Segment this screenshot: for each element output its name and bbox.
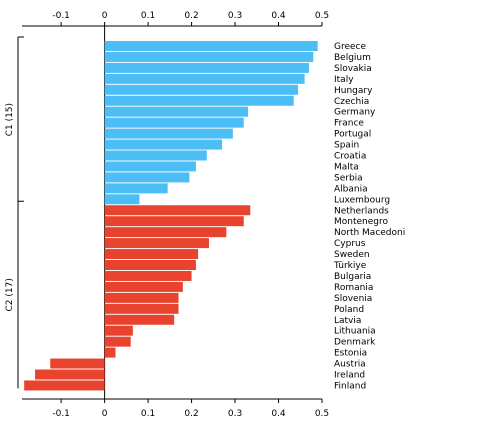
x-tick-label-bottom: 0.4 bbox=[271, 409, 286, 419]
bar-slovenia bbox=[104, 292, 179, 303]
category-label: Slovenia bbox=[334, 294, 372, 304]
x-tick-label-bottom: 0.5 bbox=[315, 409, 329, 419]
bar-sweden bbox=[104, 249, 199, 260]
category-label: Malta bbox=[334, 162, 359, 172]
bar-latvia bbox=[104, 314, 175, 325]
bar-hungary bbox=[104, 84, 299, 95]
category-label: Denmark bbox=[334, 338, 376, 348]
bar-netherlands bbox=[104, 205, 251, 216]
category-label: Croatia bbox=[334, 152, 366, 162]
category-label: Slovakia bbox=[334, 64, 372, 74]
category-label: Hungary bbox=[334, 86, 373, 96]
category-label: Cyprus bbox=[334, 239, 366, 249]
category-label: Luxembourg bbox=[334, 195, 390, 205]
category-label: Netherlands bbox=[334, 206, 389, 216]
bar-malta bbox=[104, 161, 196, 172]
bar-czechia bbox=[104, 95, 294, 106]
x-tick-label-bottom: 0 bbox=[102, 409, 108, 419]
bar-germany bbox=[104, 106, 249, 117]
x-tick-label-top: 0.2 bbox=[184, 11, 198, 21]
category-label: North Macedoni bbox=[334, 228, 405, 238]
bar-cyprus bbox=[104, 238, 209, 249]
bar-portugal bbox=[104, 128, 233, 139]
bar-greece bbox=[104, 41, 318, 51]
category-label: Türkiye bbox=[333, 261, 367, 271]
x-tick-label-bottom: 0.2 bbox=[184, 409, 198, 419]
category-label: France bbox=[334, 119, 364, 129]
category-label: Romania bbox=[334, 283, 373, 293]
category-label: Greece bbox=[334, 42, 366, 52]
bar-belgium bbox=[104, 51, 314, 62]
category-label: Spain bbox=[334, 141, 359, 151]
bar-bulgaria bbox=[104, 270, 192, 281]
category-label: Estonia bbox=[334, 349, 367, 359]
bar-serbia bbox=[104, 172, 190, 183]
category-label: Germany bbox=[334, 108, 376, 118]
bar-poland bbox=[104, 303, 179, 314]
bar-ireland bbox=[35, 369, 105, 380]
group-label: C2 (17) bbox=[5, 278, 15, 311]
category-label: Lithuania bbox=[334, 327, 376, 337]
bar-albania bbox=[104, 183, 168, 194]
x-tick-label-top: 0.1 bbox=[141, 11, 155, 21]
bar-luxembourg bbox=[104, 194, 140, 205]
bar-t-rkiye bbox=[104, 260, 196, 270]
category-label: Albania bbox=[334, 184, 368, 194]
x-tick-label-top: -0.1 bbox=[52, 11, 70, 21]
x-tick-label-top: 0.4 bbox=[271, 11, 286, 21]
bar-montenegro bbox=[104, 216, 244, 227]
bar-italy bbox=[104, 73, 305, 84]
x-tick-label-top: 0 bbox=[102, 11, 108, 21]
bar-finland bbox=[24, 380, 105, 391]
bar-north-macedoni bbox=[104, 227, 227, 238]
bar-estonia bbox=[104, 347, 116, 358]
category-label: Czechia bbox=[334, 97, 369, 107]
category-label: Ireland bbox=[334, 371, 365, 381]
bar-austria bbox=[50, 358, 105, 369]
x-tick-label-top: 0.3 bbox=[228, 11, 242, 21]
x-tick-label-bottom: 0.3 bbox=[228, 409, 242, 419]
bar-lithuania bbox=[104, 325, 133, 336]
category-label: Latvia bbox=[334, 316, 361, 326]
bar-croatia bbox=[104, 150, 207, 161]
bar-spain bbox=[104, 139, 222, 150]
bar-france bbox=[104, 117, 244, 128]
x-tick-label-bottom: -0.1 bbox=[52, 409, 70, 419]
category-label: Portugal bbox=[334, 130, 371, 140]
category-label: Finland bbox=[334, 381, 366, 391]
category-label: Montenegro bbox=[334, 217, 388, 227]
category-label: Belgium bbox=[334, 53, 371, 63]
bar-romania bbox=[104, 281, 183, 292]
category-label: Sweden bbox=[334, 250, 370, 260]
bar-denmark bbox=[104, 336, 131, 347]
category-label: Italy bbox=[334, 75, 354, 85]
category-label: Bulgaria bbox=[334, 272, 371, 282]
bar-slovakia bbox=[104, 62, 309, 73]
group-label: C1 (15) bbox=[5, 103, 15, 136]
x-tick-label-bottom: 0.1 bbox=[141, 409, 155, 419]
x-tick-label-top: 0.5 bbox=[315, 11, 329, 21]
category-label: Poland bbox=[334, 305, 364, 315]
category-label: Austria bbox=[334, 360, 366, 370]
category-label: Serbia bbox=[334, 173, 363, 183]
